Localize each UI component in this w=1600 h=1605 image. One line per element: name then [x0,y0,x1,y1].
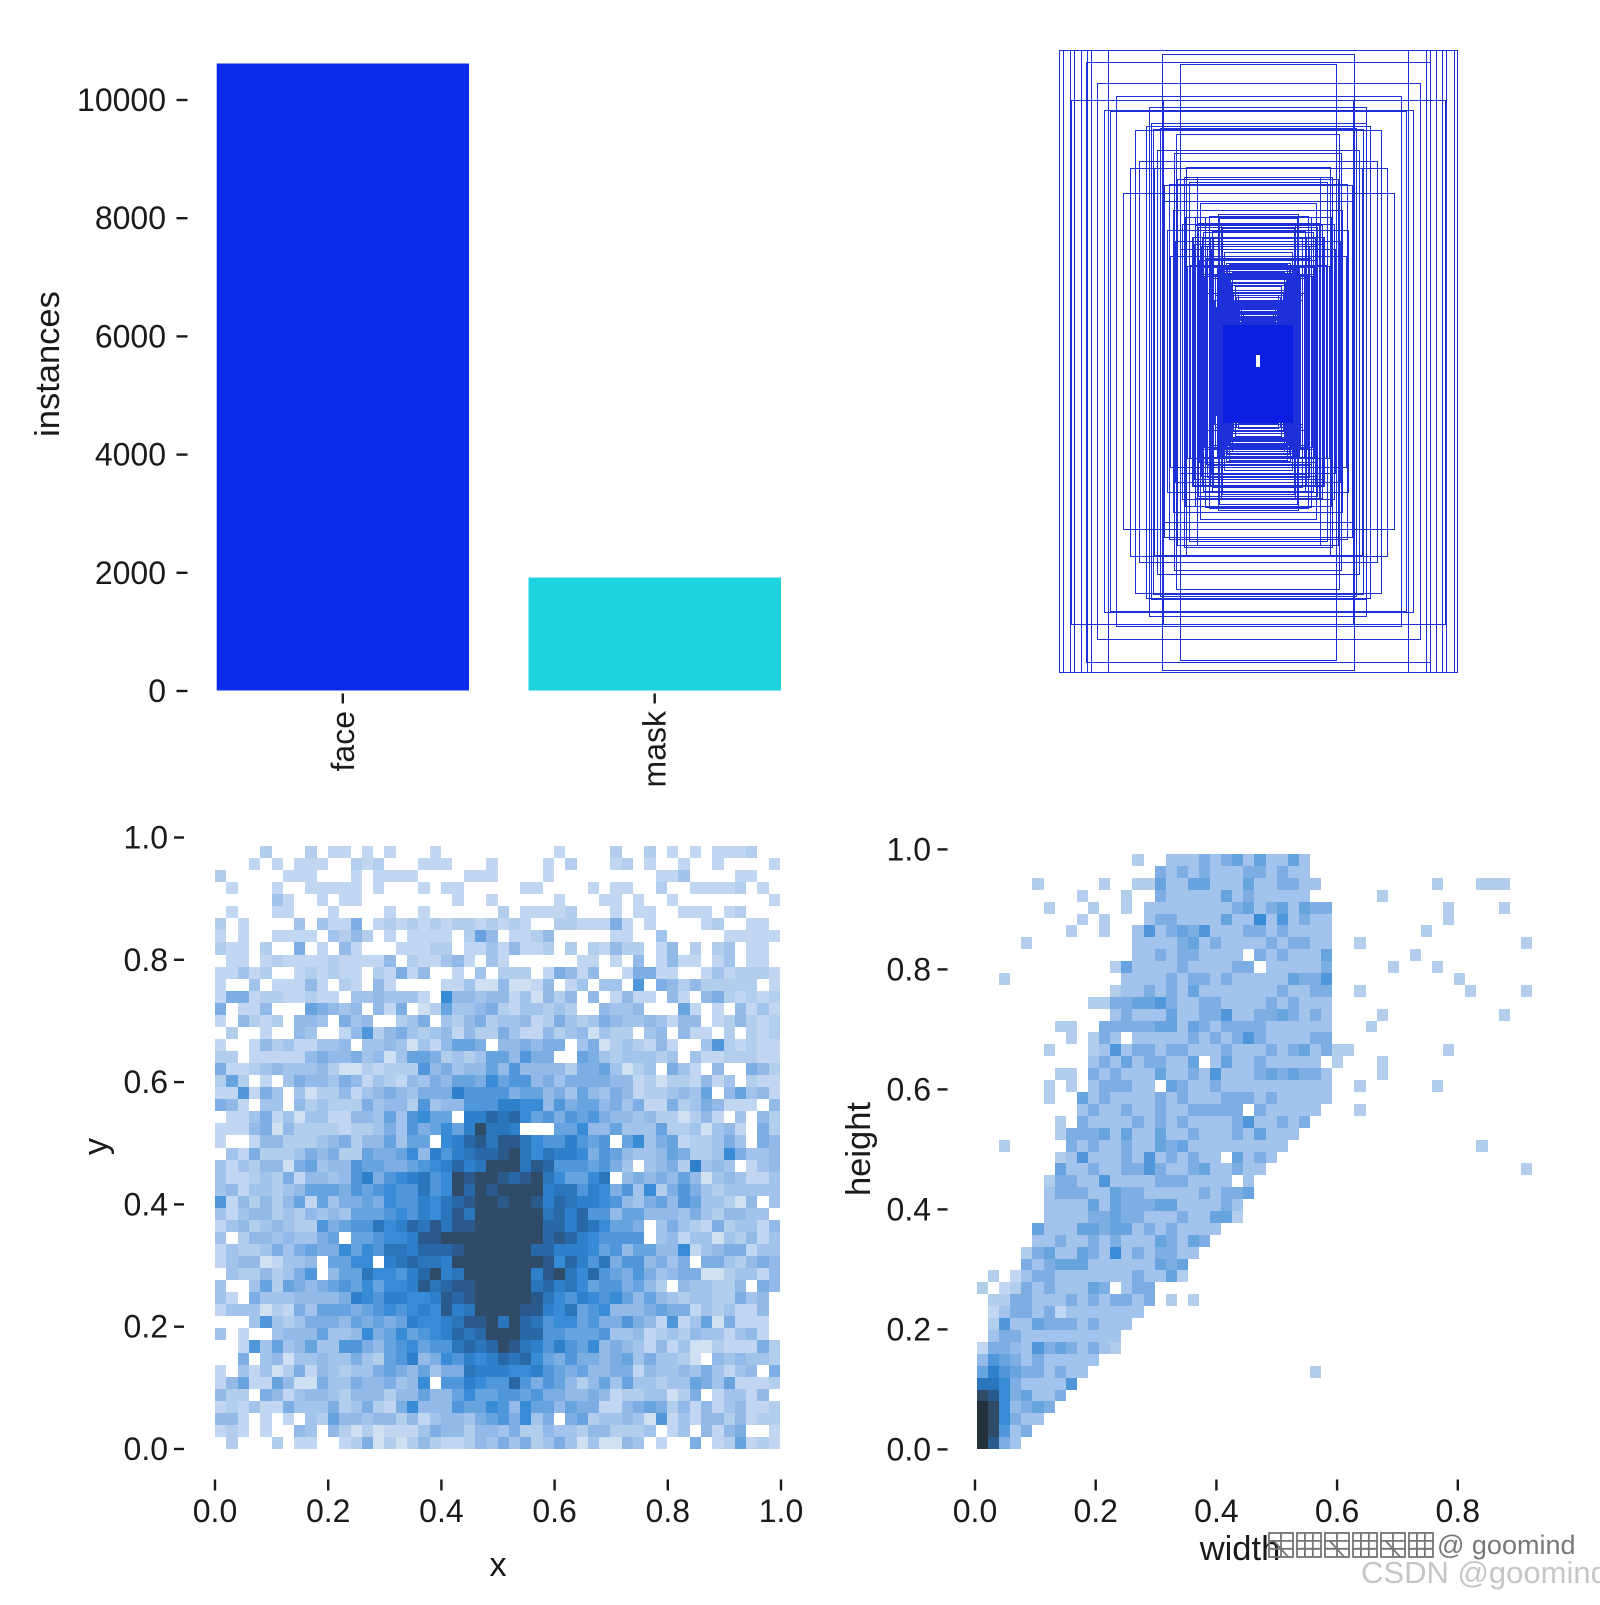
svg-text:8000: 8000 [95,200,166,236]
svg-text:@ goomind: @ goomind [1437,1530,1575,1560]
svg-text:0.8: 0.8 [124,942,168,978]
svg-text:0.0: 0.0 [887,1431,931,1467]
svg-text:0.8: 0.8 [646,1493,690,1529]
svg-text:mask: mask [637,710,673,787]
svg-text:10000: 10000 [77,82,166,118]
svg-text:0.2: 0.2 [124,1309,168,1345]
svg-text:1.0: 1.0 [124,820,168,856]
svg-text:0: 0 [148,673,166,709]
svg-text:width: width [1199,1530,1281,1568]
svg-text:0.8: 0.8 [1436,1493,1480,1529]
svg-text:1.0: 1.0 [887,831,931,867]
svg-text:CSDN @goomind: CSDN @goomind [1361,1555,1600,1590]
svg-text:6000: 6000 [95,318,166,354]
svg-text:0.0: 0.0 [193,1493,237,1529]
svg-text:instances: instances [29,291,67,437]
svg-text:0.4: 0.4 [124,1186,168,1222]
svg-text:0.4: 0.4 [1194,1493,1238,1529]
svg-text:0.6: 0.6 [887,1071,931,1107]
svg-text:0.2: 0.2 [306,1493,350,1529]
svg-text:0.0: 0.0 [953,1493,997,1529]
svg-text:4000: 4000 [95,437,166,473]
svg-text:0.2: 0.2 [887,1311,931,1347]
svg-text:0.0: 0.0 [124,1431,168,1467]
svg-text:0.4: 0.4 [887,1191,931,1227]
svg-text:0.4: 0.4 [419,1493,463,1529]
svg-text:0.6: 0.6 [124,1064,168,1100]
svg-text:0.2: 0.2 [1073,1493,1117,1529]
svg-text:1.0: 1.0 [759,1493,803,1529]
svg-text:x: x [489,1546,506,1584]
svg-text:2000: 2000 [95,555,166,591]
svg-text:0.6: 0.6 [532,1493,576,1529]
svg-text:y: y [77,1137,115,1155]
svg-text:0.8: 0.8 [887,951,931,987]
svg-text:height: height [840,1102,878,1196]
svg-text:face: face [325,711,361,771]
svg-text:0.6: 0.6 [1315,1493,1359,1529]
